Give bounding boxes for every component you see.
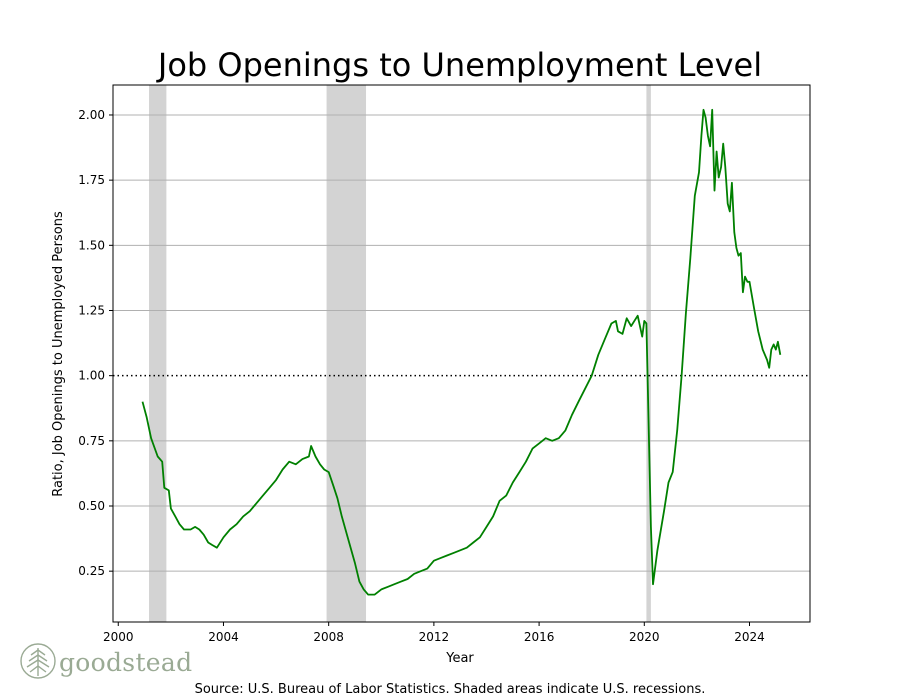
y-tick-label: 1.25 xyxy=(78,303,105,317)
x-tick-label: 2020 xyxy=(629,630,660,644)
y-tick-label: 1.75 xyxy=(78,173,105,187)
x-tick-label: 2000 xyxy=(103,630,134,644)
x-tick-label: 2024 xyxy=(734,630,765,644)
y-tick-label: 0.50 xyxy=(78,499,105,513)
recession-band-1 xyxy=(149,85,167,622)
series-line xyxy=(141,108,782,596)
recession-band-3 xyxy=(646,85,651,622)
gridlines xyxy=(113,114,810,572)
tree-icon xyxy=(20,643,56,679)
y-tick-label: 2.00 xyxy=(78,108,105,122)
x-axis-ticks: 2000 2004 2008 2012 2016 2020 2024 xyxy=(103,622,765,644)
x-tick-label: 2004 xyxy=(208,630,239,644)
y-tick-label: 0.25 xyxy=(78,564,105,578)
y-tick-label: 1.00 xyxy=(78,369,105,383)
x-tick-label: 2012 xyxy=(419,630,450,644)
plot-frame xyxy=(112,84,811,623)
x-axis-label: Year xyxy=(445,651,474,666)
y-axis-label: Ratio, Job Openings to Unemployed Person… xyxy=(51,211,66,497)
x-tick-label: 2016 xyxy=(524,630,555,644)
y-tick-label: 0.75 xyxy=(78,434,105,448)
recession-shading xyxy=(149,85,651,622)
chart-title: Job Openings to Unemployment Level xyxy=(156,46,762,84)
source-note: Source: U.S. Bureau of Labor Statistics.… xyxy=(195,682,706,697)
y-axis-ticks: 0.25 0.50 0.75 1.00 1.25 1.50 1.75 2.00 xyxy=(78,108,113,578)
goodstead-logo: goodstead xyxy=(20,643,192,679)
logo-text: goodstead xyxy=(59,648,192,677)
y-tick-label: 1.50 xyxy=(78,238,105,252)
x-tick-label: 2008 xyxy=(313,630,344,644)
recession-band-2 xyxy=(326,85,367,622)
